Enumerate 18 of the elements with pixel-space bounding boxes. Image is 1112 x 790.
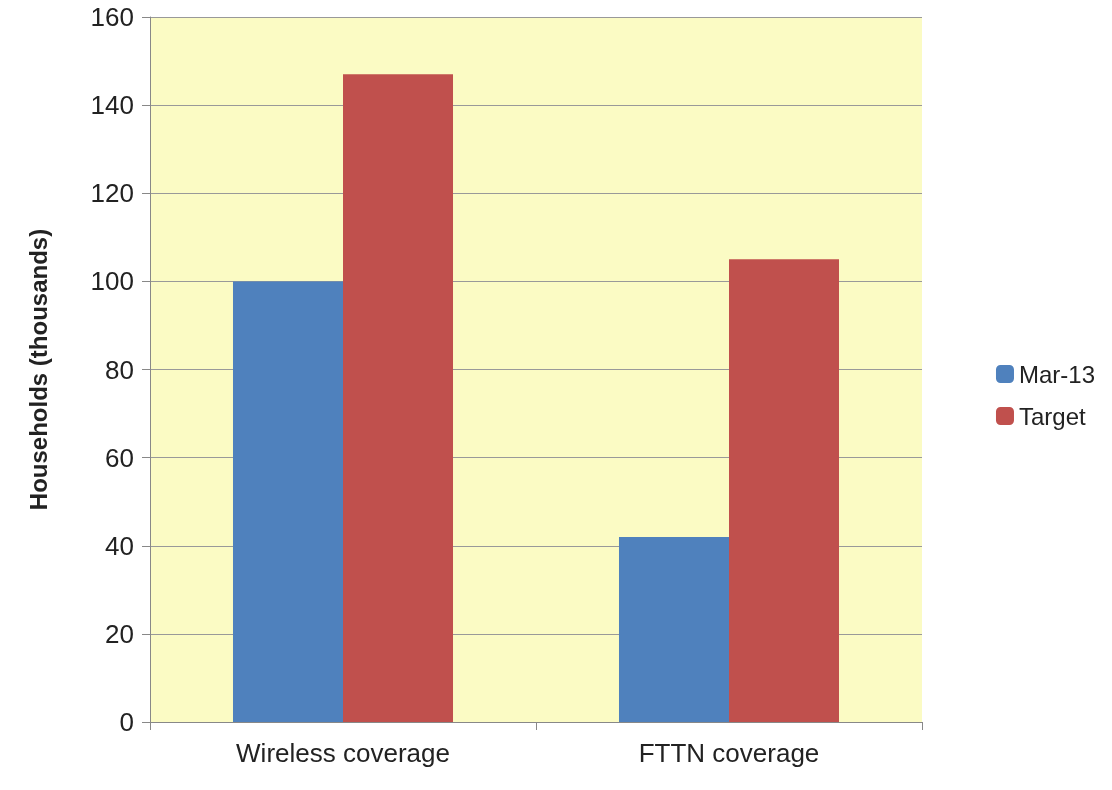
y-axis-title: Households (thousands) [24,228,52,511]
bar [343,74,454,722]
y-tick-label: 140 [90,90,134,121]
y-tick-label: 80 [105,354,134,385]
y-tick-label: 60 [105,442,134,473]
legend-label: Mar-13 [1018,360,1096,388]
y-tick-label: 100 [90,266,134,297]
bar [232,281,343,722]
y-tick-label: 120 [90,178,134,209]
y-tick-label: 20 [105,618,134,649]
legend-label: Target [1018,402,1087,430]
bar [618,536,729,722]
x-tick-label: FTTN coverage [638,738,820,768]
y-tick-label: 40 [105,530,134,561]
bar [729,259,840,722]
y-tick-label: 160 [90,2,134,32]
y-tick-label: 0 [119,707,134,737]
x-tick-label: Wireless coverage [236,738,450,768]
